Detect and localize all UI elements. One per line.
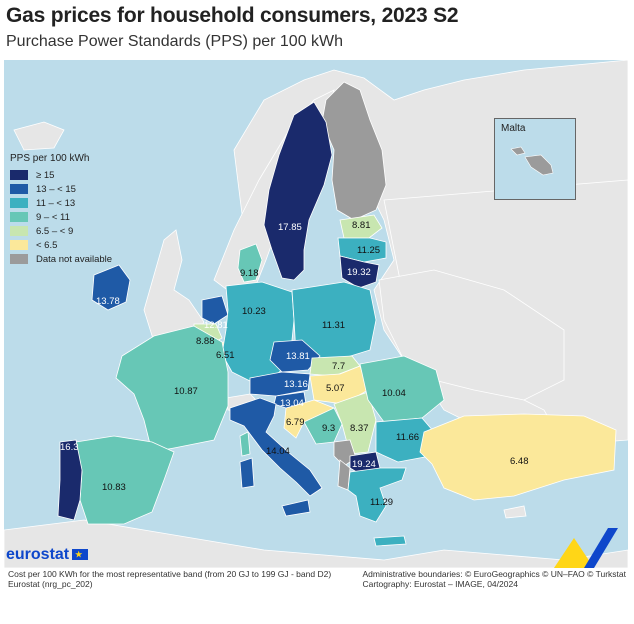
legend-label: 6.5 – < 9 <box>36 225 74 237</box>
value-lithuania: 19.32 <box>347 267 371 278</box>
logo-yellow-stripe <box>554 538 594 568</box>
region-france <box>115 325 229 453</box>
legend-label: 11 – < 13 <box>36 197 76 209</box>
malta-island <box>510 146 526 156</box>
footer-boundaries: Administrative boundaries: © EuroGeograp… <box>362 569 626 579</box>
value-slovakia: 7.7 <box>332 361 345 372</box>
footer-cartography: Cartography: Eurostat – IMAGE, 04/2024 <box>362 579 518 589</box>
value-slovenia: 13.04 <box>280 398 304 409</box>
eurostat-logo: eurostat ★ <box>6 546 89 564</box>
legend-swatch <box>10 170 28 180</box>
legend-title: PPS per 100 kWh <box>10 153 90 164</box>
value-bosnia: 9.3 <box>322 423 335 434</box>
region-ireland <box>91 264 131 311</box>
legend-label: 9 – < 11 <box>36 211 70 223</box>
value-bulgaria: 11.66 <box>396 432 419 443</box>
legend: PPS per 100 kWh ≥ 15 13 – < 15 11 – < 13… <box>10 153 112 266</box>
region-czechia <box>269 339 321 373</box>
legend-item: < 6.5 <box>10 238 112 252</box>
legend-item: 6.5 – < 9 <box>10 224 112 238</box>
region-corsica <box>239 431 251 457</box>
value-estonia: 8.81 <box>352 220 371 231</box>
value-ireland: 13.78 <box>96 296 120 307</box>
region-sardinia <box>239 457 255 489</box>
value-croatia: 6.79 <box>286 417 305 428</box>
region-lithuania <box>339 255 380 289</box>
value-denmark: 9.18 <box>240 268 259 279</box>
malta-label: Malta <box>501 123 526 134</box>
footer-note: Cost per 100 KWh for the most representa… <box>8 569 332 579</box>
europe-map: 17.85 8.81 11.25 19.32 9.18 13.78 12.81 … <box>4 60 628 568</box>
legend-item: 9 – < 11 <box>10 210 112 224</box>
region-denmark <box>237 243 263 283</box>
value-netherlands: 12.81 <box>204 320 228 331</box>
legend-item: Data not available <box>10 252 112 266</box>
legend-swatch <box>10 240 28 250</box>
value-portugal: 16.3 <box>60 442 79 453</box>
value-romania: 10.04 <box>382 388 406 399</box>
legend-swatch <box>10 254 28 264</box>
legend-label: Data not available <box>36 253 113 265</box>
logo-blue-stripe <box>584 528 618 568</box>
region-estonia <box>339 214 383 239</box>
region-italy <box>229 397 323 497</box>
region-crete <box>373 535 407 547</box>
value-greece: 11.29 <box>370 497 393 508</box>
region-austria <box>249 371 311 397</box>
region-cyprus <box>503 505 527 519</box>
malta-island <box>524 154 554 176</box>
value-germany: 10.23 <box>242 306 266 317</box>
land-africa <box>4 519 628 568</box>
footer-left: Cost per 100 KWh for the most representa… <box>8 569 331 589</box>
eu-flag-icon: ★ <box>72 549 89 561</box>
footer-source: Eurostat (nrg_pc_202) <box>8 579 93 589</box>
region-turkiye <box>419 413 617 501</box>
region-greece <box>347 467 407 523</box>
malta-map <box>510 146 554 176</box>
legend-item: ≥ 15 <box>10 168 112 182</box>
value-italy: 14.04 <box>266 446 290 457</box>
map-subtitle: Purchase Power Standards (PPS) per 100 k… <box>6 33 344 50</box>
value-spain: 10.83 <box>102 482 126 493</box>
legend-label: 13 – < 15 <box>36 183 76 195</box>
value-north-macedonia: 19.24 <box>352 459 376 470</box>
value-poland: 11.31 <box>322 320 345 331</box>
value-belgium: 8.88 <box>196 336 215 347</box>
value-serbia: 8.37 <box>350 423 369 434</box>
value-czechia: 13.81 <box>286 351 310 362</box>
region-sicily <box>281 499 311 517</box>
region-romania <box>359 355 445 423</box>
region-poland <box>291 281 377 361</box>
region-sweden <box>263 101 333 281</box>
legend-swatch <box>10 226 28 236</box>
region-bosnia <box>303 407 343 445</box>
eurostat-logo-text: eurostat <box>6 546 70 563</box>
malta-inset: Malta <box>494 118 576 200</box>
legend-item: 13 – < 15 <box>10 182 112 196</box>
legend-swatch <box>10 184 28 194</box>
legend-item: 11 – < 13 <box>10 196 112 210</box>
value-france: 10.87 <box>174 386 198 397</box>
legend-swatch <box>10 212 28 222</box>
legend-label: ≥ 15 <box>36 169 55 181</box>
value-turkiye: 6.48 <box>510 456 529 467</box>
region-spain <box>75 435 175 525</box>
region-netherlands <box>201 295 229 325</box>
eu-logo-mark <box>554 528 618 568</box>
value-austria: 13.16 <box>284 379 308 390</box>
value-luxembourg: 6.51 <box>216 350 235 361</box>
legend-swatch <box>10 198 28 208</box>
value-hungary: 5.07 <box>326 383 345 394</box>
map-title: Gas prices for household consumers, 2023… <box>6 4 459 27</box>
value-latvia: 11.25 <box>357 245 380 256</box>
land-iceland <box>13 121 65 151</box>
value-sweden: 17.85 <box>278 222 302 233</box>
map-area: 17.85 8.81 11.25 19.32 9.18 13.78 12.81 … <box>4 60 628 568</box>
region-finland <box>321 81 387 221</box>
region-portugal <box>57 439 83 521</box>
legend-label: < 6.5 <box>36 239 58 251</box>
footer-right: Administrative boundaries: © EuroGeograp… <box>362 569 626 589</box>
